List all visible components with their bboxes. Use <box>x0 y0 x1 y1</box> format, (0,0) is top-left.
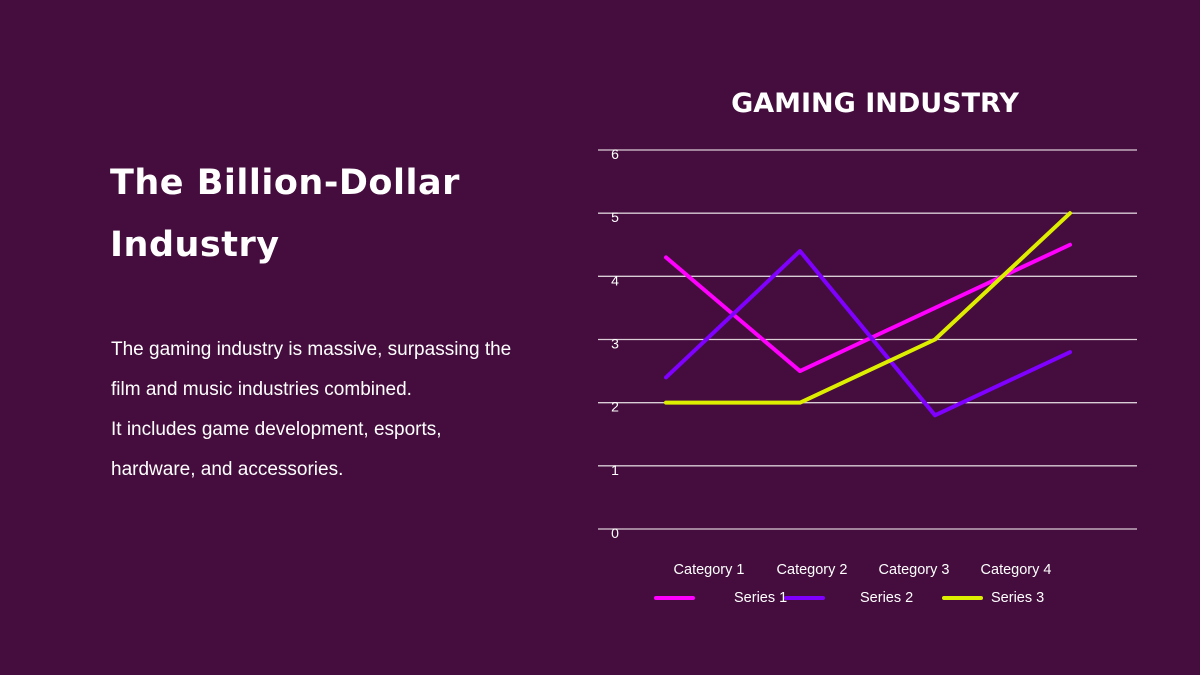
y-tick-label: 2 <box>611 399 619 415</box>
paragraph: The gaming industry is massive, surpassi… <box>111 339 512 400</box>
legend-label: Series 1 <box>734 590 788 606</box>
series-line-2 <box>664 249 1072 418</box>
x-tick-label: Category 2 <box>776 562 848 578</box>
y-tick-label: 6 <box>611 146 619 162</box>
x-tick-label: Category 3 <box>878 562 950 578</box>
y-tick-label: 5 <box>611 209 619 225</box>
y-tick-label: 4 <box>611 272 619 288</box>
y-tick-label: 3 <box>611 336 619 352</box>
paragraph: It includes game development, esports, h… <box>111 419 442 480</box>
slide-title: The Billion-Dollar Industry <box>110 163 460 265</box>
series-line-1 <box>664 242 1072 374</box>
series-line-3 <box>664 211 1072 405</box>
x-tick-label: Category 1 <box>673 562 745 578</box>
chart-title: GAMING INDUSTRY <box>731 88 1019 119</box>
x-tick-label: Category 4 <box>980 562 1052 578</box>
legend-label: Series 3 <box>991 590 1045 606</box>
slide-body: The gaming industry is massive, surpassi… <box>111 330 531 490</box>
legend-label: Series 2 <box>860 590 914 606</box>
y-tick-label: 1 <box>611 462 619 478</box>
y-tick-label: 0 <box>611 525 619 541</box>
